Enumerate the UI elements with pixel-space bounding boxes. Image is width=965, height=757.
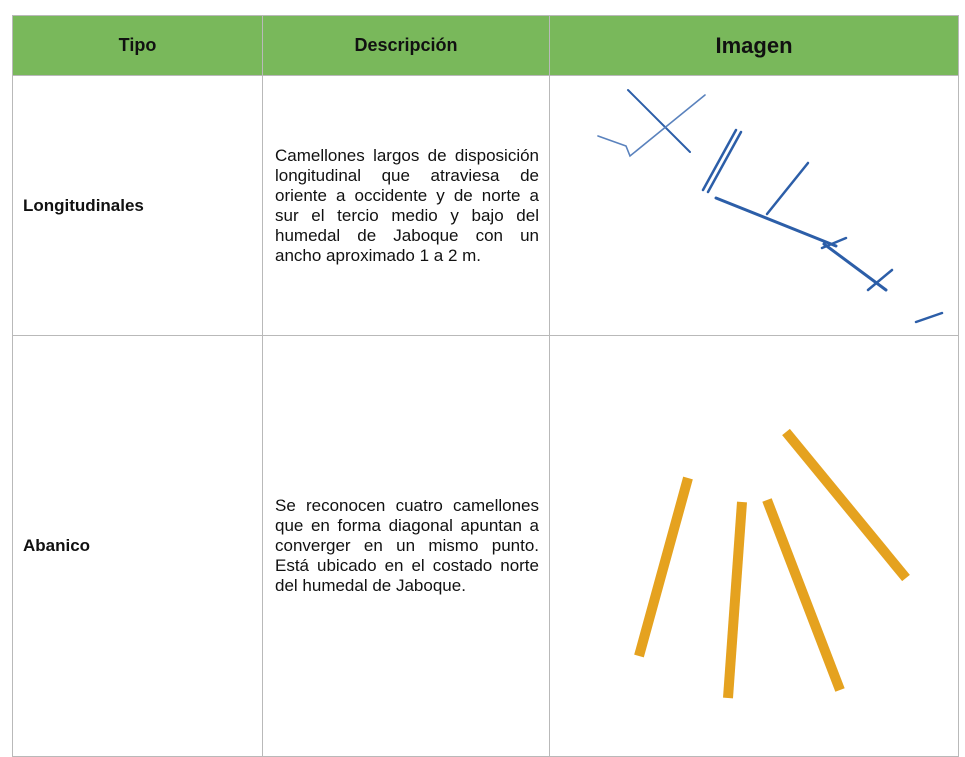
table-row: Abanico Se reconocen cuatro camellones q…: [12, 335, 959, 757]
type-cell: Abanico: [12, 335, 263, 757]
table: Tipo Descripción Imagen Longitudinales C…: [12, 15, 959, 757]
image-cell: [549, 335, 959, 757]
table-row: Longitudinales Camellones largos de disp…: [12, 75, 959, 336]
fan-image: [634, 428, 910, 699]
ridge-bar: [762, 498, 845, 692]
ridge-bar: [723, 501, 747, 699]
ridge-line: [714, 196, 838, 248]
ridge-line: [820, 236, 848, 250]
ridge-line: [597, 94, 706, 158]
description-cell: Camellones largos de disposición longitu…: [262, 75, 550, 336]
header-cell: Tipo: [12, 15, 263, 76]
ridge-line: [627, 89, 691, 153]
ridge-bar: [782, 428, 910, 582]
ridge-line: [914, 311, 944, 324]
ridge-line: [765, 161, 810, 216]
ridge-line: [701, 128, 738, 192]
description-cell: Se reconocen cuatro camellones que en fo…: [262, 335, 550, 757]
header-row: Tipo Descripción Imagen: [12, 15, 959, 76]
ridge-line: [866, 268, 894, 292]
longitudinal-image: [597, 89, 944, 324]
ridge-bar: [634, 476, 693, 658]
image-cell: [549, 75, 959, 336]
ridge-line: [706, 130, 743, 194]
